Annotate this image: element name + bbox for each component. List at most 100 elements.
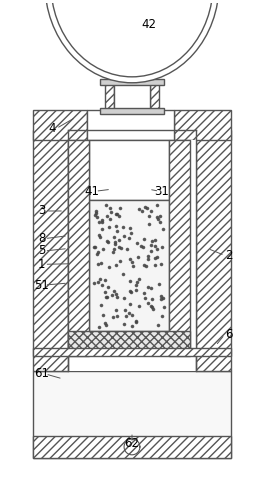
Bar — [87, 110, 173, 140]
Point — [148, 241, 153, 249]
Point — [143, 294, 148, 302]
Point — [92, 279, 96, 287]
Point — [161, 293, 165, 301]
Bar — [196, 130, 231, 371]
Point — [105, 237, 109, 245]
Bar — [169, 140, 190, 356]
Point — [105, 238, 110, 246]
Point — [142, 261, 146, 269]
Point — [154, 213, 159, 221]
Text: 41: 41 — [84, 185, 99, 198]
Point — [92, 243, 96, 250]
Point — [115, 210, 120, 218]
Point — [150, 305, 155, 313]
Bar — [68, 140, 89, 356]
Point — [158, 212, 162, 220]
Point — [115, 227, 119, 235]
Point — [107, 215, 112, 223]
Text: 61: 61 — [34, 367, 49, 380]
Bar — [150, 83, 159, 110]
Point — [112, 245, 116, 253]
Point — [142, 243, 146, 251]
Bar — [100, 79, 164, 85]
Bar — [100, 108, 164, 114]
Point — [115, 311, 119, 319]
Point — [140, 207, 144, 215]
Point — [136, 253, 140, 261]
Point — [161, 225, 165, 233]
Point — [147, 220, 152, 228]
Point — [126, 234, 131, 242]
Point — [125, 245, 129, 253]
Bar — [33, 130, 68, 371]
Point — [134, 318, 138, 326]
Point — [114, 306, 118, 314]
Point — [96, 248, 100, 256]
Point — [102, 288, 107, 296]
Point — [142, 235, 146, 243]
Point — [99, 301, 103, 309]
Point — [94, 209, 98, 217]
Point — [111, 248, 116, 256]
Point — [162, 303, 166, 311]
Point — [124, 312, 128, 320]
Point — [117, 212, 121, 220]
Point — [107, 223, 111, 231]
Point — [134, 281, 138, 289]
Bar — [33, 371, 231, 458]
Bar — [173, 110, 231, 140]
Point — [109, 209, 113, 217]
Point — [153, 254, 158, 262]
Point — [149, 301, 153, 309]
Point — [137, 274, 141, 282]
Point — [93, 207, 98, 215]
Point — [95, 214, 99, 222]
Point — [157, 280, 161, 288]
Point — [159, 295, 163, 303]
Point — [101, 311, 106, 319]
Point — [149, 295, 154, 303]
Text: 62: 62 — [125, 437, 139, 450]
Point — [100, 281, 104, 289]
Point — [104, 293, 109, 301]
Point — [121, 223, 125, 231]
Point — [128, 225, 133, 233]
Point — [114, 290, 118, 298]
Point — [100, 216, 104, 224]
Point — [130, 322, 134, 330]
Point — [153, 242, 157, 250]
Text: 8: 8 — [38, 232, 46, 245]
Point — [99, 259, 103, 267]
Point — [160, 244, 164, 251]
Point — [113, 238, 117, 246]
Point — [106, 283, 110, 291]
Point — [111, 313, 115, 321]
Point — [104, 201, 109, 209]
Point — [153, 237, 157, 245]
Text: 4: 4 — [49, 122, 56, 135]
Bar — [190, 140, 196, 356]
Point — [129, 288, 133, 296]
Point — [117, 243, 121, 251]
Bar — [33, 436, 231, 458]
Point — [95, 250, 99, 258]
Point — [110, 291, 114, 299]
Point — [143, 203, 148, 211]
Text: 51: 51 — [34, 278, 49, 291]
Point — [105, 212, 110, 220]
Point — [96, 278, 100, 286]
Point — [149, 208, 153, 216]
Point — [134, 317, 138, 325]
Point — [106, 262, 111, 270]
Point — [108, 204, 112, 212]
Text: 3: 3 — [38, 205, 46, 218]
Point — [126, 309, 131, 317]
Point — [160, 312, 164, 320]
Point — [128, 287, 132, 295]
Point — [155, 201, 159, 209]
Point — [98, 234, 102, 242]
Point — [114, 261, 119, 269]
Text: 31: 31 — [155, 185, 169, 198]
Point — [128, 277, 132, 285]
Bar — [68, 331, 190, 351]
